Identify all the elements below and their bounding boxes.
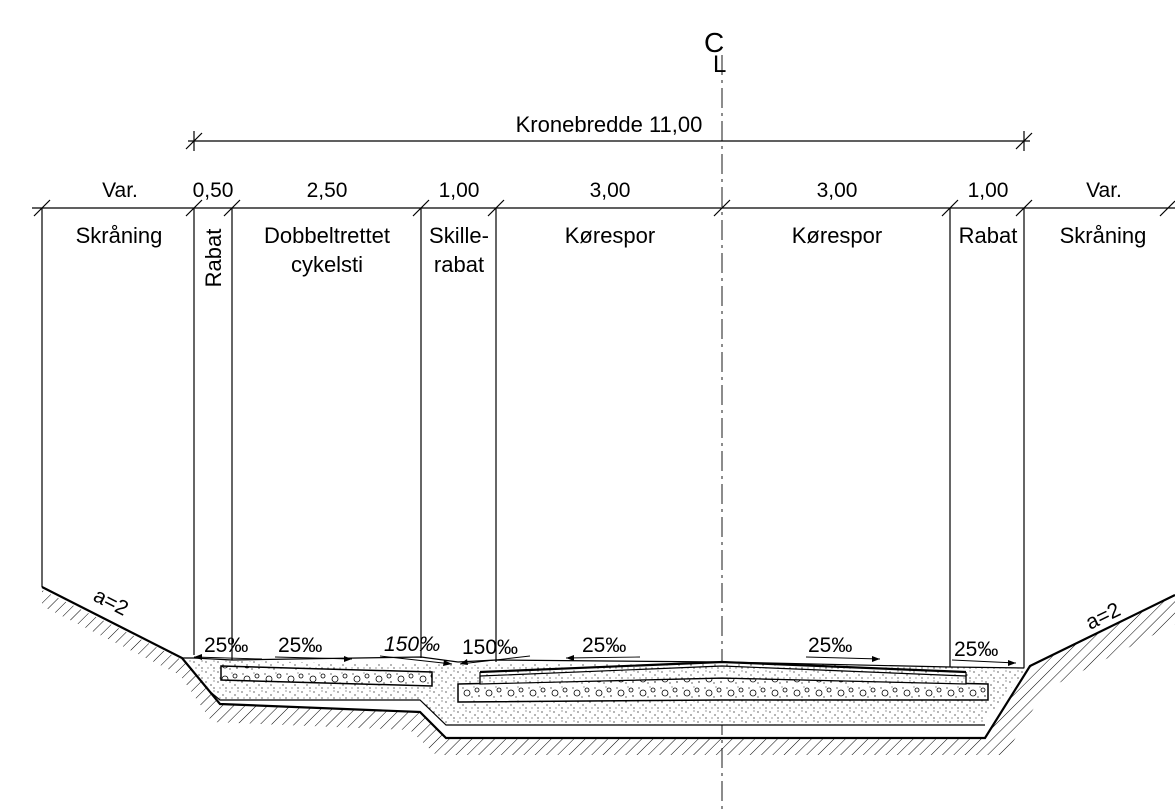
zone-lane-left: Kørespor — [565, 223, 655, 248]
zone-rabat-right: Rabat — [959, 223, 1018, 248]
slope-cycle: 25‰ — [278, 634, 322, 657]
embankment-labels: a=2 a=2 — [90, 584, 1124, 635]
slope-lane-left: 25‰ — [582, 634, 626, 657]
dim-rabat-left: 0,50 — [193, 179, 234, 202]
dim-var-right: Var. — [1086, 179, 1122, 202]
zone-lane-right: Kørespor — [792, 223, 882, 248]
dim-lane-left: 3,00 — [590, 179, 631, 202]
centerline-symbol-l: L — [713, 51, 726, 78]
slope-rabat-right: 25‰ — [954, 638, 998, 661]
surface-line — [182, 656, 1025, 669]
zone-labels: Skråning Rabat Dobbeltrettet cykelsti Sk… — [76, 223, 1147, 287]
ground-hatching — [42, 590, 1175, 755]
dim-separator: 1,00 — [439, 179, 480, 202]
zone-boundaries — [41, 208, 1025, 668]
zone-right-slope: Skråning — [1060, 223, 1147, 248]
centerline-symbol-c: C — [704, 27, 724, 58]
zone-cycle-line1: Dobbeltrettet — [264, 223, 390, 248]
slope-separator-right: 150‰ — [462, 636, 518, 659]
zone-separator-line1: Skille- — [429, 223, 489, 248]
overall-dimension-line: Kronebredde 11,00 — [185, 112, 1033, 151]
zone-rabat-left: Rabat — [201, 229, 226, 288]
dim-rabat-right: 1,00 — [968, 179, 1009, 202]
dim-var-left: Var. — [102, 179, 138, 202]
slope-lane-right: 25‰ — [808, 634, 852, 657]
zone-cycle-line2: cykelsti — [291, 252, 363, 277]
slope-separator-left: 150‰ — [384, 633, 440, 656]
slope-labels: 25‰ 25‰ 150‰ 150‰ 25‰ 25‰ 25‰ — [193, 633, 1017, 666]
dim-lane-right: 3,00 — [817, 179, 858, 202]
cycle-path-pavement — [220, 665, 433, 687]
zone-separator-line2: rabat — [434, 252, 484, 277]
overall-width-label: Kronebredde 11,00 — [516, 112, 703, 137]
zone-left-slope: Skråning — [76, 223, 163, 248]
dim-cycle: 2,50 — [307, 179, 348, 202]
slope-rabat-left: 25‰ — [204, 634, 248, 657]
segment-dimension-line: Var. 0,50 2,50 1,00 3,00 3,00 1,00 Var. — [32, 179, 1175, 217]
